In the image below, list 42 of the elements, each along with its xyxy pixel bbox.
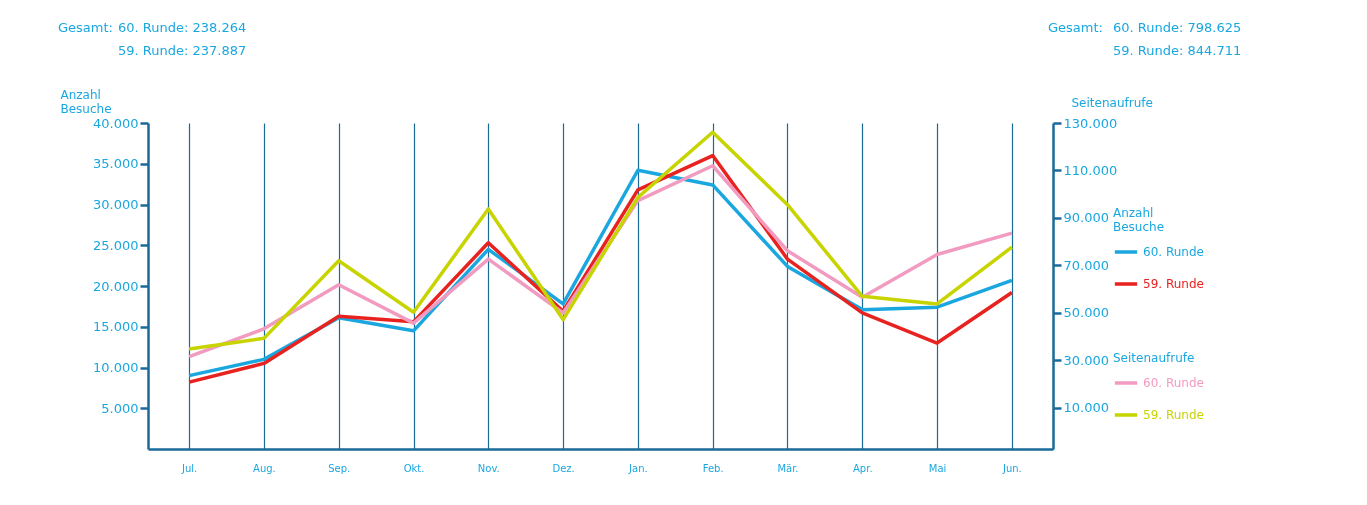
x-tick-label: Jan. [628,462,648,474]
text: Seitenaufrufe [1113,351,1195,365]
y-tick-label: 25.000 [93,237,139,253]
line-series [187,130,1014,351]
text: 59. Runde: 237.887 [118,43,247,58]
x-tick-label: Dez. [552,462,575,474]
x-tick-label: Jul. [181,462,198,474]
legend-label: 59. Runde [1143,277,1204,291]
y2-tick-label: 50.000 [1063,305,1109,321]
text: Gesamt: [58,20,113,35]
y-tick-label: 35.000 [93,156,139,172]
text: Anzahl Besuche [1113,206,1165,234]
x-tick-label: Sep. [328,462,351,474]
y-tick-label: 20.000 [93,278,139,294]
x-tick-label: Aug. [253,462,276,474]
x-tick-label: Mär. [777,462,799,474]
y2-tick-label: 90.000 [1063,210,1109,226]
y2-tick-label: 130.000 [1063,115,1118,131]
y-tick-label: 40.000 [93,115,139,131]
legend-label: 60. Runde [1143,376,1204,390]
text: 60. Runde: 798.625 [1113,20,1242,35]
x-tick-label: Okt. [403,462,425,474]
y-tick-label: 10.000 [93,360,139,375]
x-tick-label: Nov. [477,462,500,474]
y2-tick-label: 70.000 [1063,257,1109,273]
x-tick-label: Mai [928,462,947,474]
legend-label: 60. Runde [1143,245,1204,259]
x-tick-label: Jun. [1001,462,1022,474]
y2-axis-title: Seitenaufrufe [1071,95,1153,110]
y2-tick-label: 30.000 [1063,352,1109,368]
y-axis-title: Anzahl Besuche [60,87,112,116]
x-tick-label: Feb. [702,462,724,474]
legend-label: 59. Runde [1143,408,1204,422]
x-tick-label: Apr. [853,462,873,474]
y-tick-label: 15.000 [93,319,139,335]
text: Gesamt: [1048,20,1103,35]
y-tick-label: 30.000 [93,197,139,212]
text: 59. Runde: 844.711 [1113,43,1242,58]
y2-tick-label: 10.000 [1063,400,1109,416]
y-tick-label: 5.000 [101,400,139,416]
y2-tick-label: 110.000 [1063,162,1118,178]
text: 60. Runde: 238.264 [118,20,247,35]
